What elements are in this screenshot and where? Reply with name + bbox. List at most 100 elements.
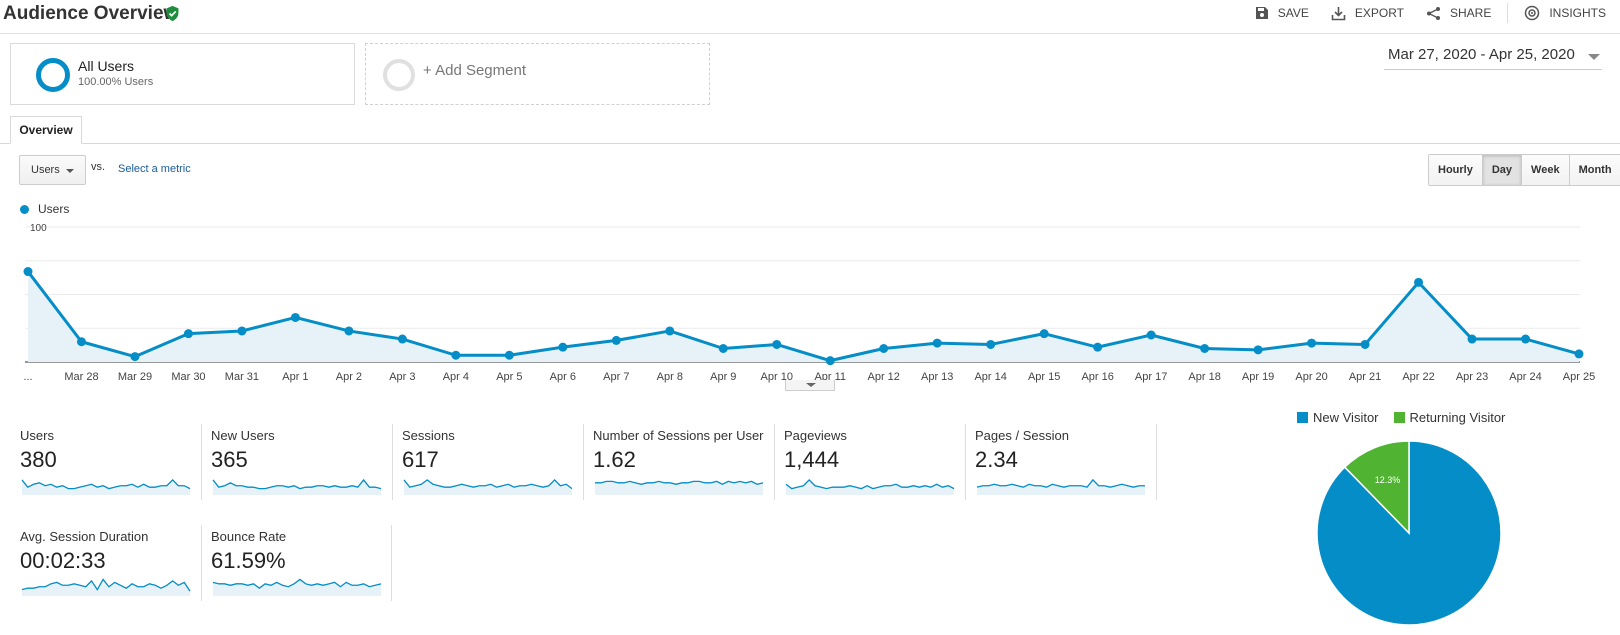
x-tick-label: Apr 25	[1563, 371, 1595, 383]
data-point[interactable]	[183, 329, 193, 339]
metric-label: Users	[20, 428, 54, 443]
sparkline-area	[404, 479, 572, 495]
metric-tile[interactable]: Pageviews 1,444	[784, 428, 975, 504]
x-tick-label: Apr 21	[1349, 371, 1381, 383]
data-point[interactable]	[130, 352, 140, 362]
returning-visitor-legend-label: Returning Visitor	[1409, 410, 1506, 425]
date-range-text: Mar 27, 2020 - Apr 25, 2020	[1388, 46, 1575, 63]
x-tick-label: Mar 30	[171, 371, 205, 383]
share-icon	[1426, 6, 1440, 20]
x-tick-label: Apr 5	[496, 371, 522, 383]
data-point[interactable]	[1467, 334, 1477, 344]
x-tick-label: Apr 6	[550, 371, 576, 383]
tab-divider	[0, 143, 1620, 144]
data-point[interactable]	[611, 335, 621, 345]
metric-tile[interactable]: Bounce Rate 61.59%	[211, 529, 402, 605]
export-button[interactable]: EXPORT	[1331, 6, 1404, 21]
sparkline-area	[22, 579, 190, 596]
metric-sparkline	[21, 578, 191, 596]
day-button[interactable]: Day	[1482, 155, 1523, 185]
legend-item-new-visitor[interactable]: New Visitor	[1297, 410, 1379, 425]
metric-tile[interactable]: Users 380	[20, 428, 211, 504]
metric-tile[interactable]: Sessions 617	[402, 428, 593, 504]
metric-label: Bounce Rate	[211, 529, 287, 544]
metric-divider	[583, 424, 584, 500]
data-point[interactable]	[290, 312, 300, 322]
chevron-down-icon	[1588, 54, 1600, 60]
data-point[interactable]	[718, 344, 728, 353]
data-point[interactable]	[1360, 339, 1370, 349]
data-point[interactable]	[825, 356, 835, 366]
metric-label: Number of Sessions per User	[593, 428, 764, 443]
legend-swatch	[20, 205, 29, 214]
metric-sparkline	[595, 480, 764, 495]
date-range-picker[interactable]: Mar 27, 2020 - Apr 25, 2020	[1384, 44, 1602, 70]
series-area	[28, 271, 1579, 362]
tab-overview[interactable]: Overview	[10, 116, 82, 144]
new-visitor-legend-label: New Visitor	[1313, 410, 1379, 425]
metric-divider	[965, 424, 966, 500]
sparkline-area	[977, 479, 1145, 495]
metric-value: 2.34	[975, 447, 1018, 472]
data-point[interactable]	[1253, 345, 1263, 355]
x-tick-label: Apr 17	[1135, 371, 1167, 383]
data-point[interactable]	[1146, 330, 1156, 340]
data-point[interactable]	[1200, 344, 1210, 353]
data-point[interactable]	[879, 344, 889, 353]
metric-value: 380	[20, 447, 57, 472]
data-point[interactable]	[772, 339, 782, 349]
metric-tile[interactable]: Pages / Session 2.34	[975, 428, 1166, 504]
metric-tile[interactable]: Avg. Session Duration 00:02:33	[20, 529, 211, 605]
top-bar: Audience Overview SAVE EXPORT SHARE INSI…	[0, 0, 1620, 34]
chart-collapse-handle[interactable]	[785, 380, 835, 391]
share-label: SHARE	[1449, 6, 1492, 20]
data-point[interactable]	[1574, 349, 1584, 359]
save-icon	[1255, 7, 1268, 19]
x-tick-label: Mar 29	[118, 371, 152, 383]
x-tick-label: Apr 23	[1456, 371, 1488, 383]
x-tick-label: Apr 3	[389, 371, 415, 383]
series-line-users	[26, 270, 1580, 363]
data-point[interactable]	[23, 267, 33, 277]
report-actions: SAVE EXPORT SHARE INSIGHTS	[1233, 0, 1606, 26]
data-point[interactable]	[237, 326, 247, 336]
pie-slice-returning-visitor[interactable]	[1343, 440, 1410, 535]
segment-all-users[interactable]: All Users 100.00% Users	[10, 43, 355, 105]
data-point[interactable]	[504, 350, 514, 360]
data-point[interactable]	[558, 342, 568, 352]
data-point[interactable]	[397, 334, 407, 344]
select-metric-link[interactable]: Select a metric	[118, 163, 191, 175]
data-point[interactable]	[665, 326, 675, 336]
data-point[interactable]	[1307, 338, 1317, 348]
action-divider	[1507, 3, 1509, 23]
segment-percentage: 100.00% Users	[78, 76, 154, 88]
sparkline-line	[21, 478, 191, 490]
week-button[interactable]: Week	[1522, 155, 1570, 185]
add-segment-button[interactable]: + Add Segment	[365, 43, 710, 105]
data-point[interactable]	[1039, 329, 1049, 339]
data-point[interactable]	[76, 337, 86, 347]
x-tick-label: Apr 1	[282, 371, 308, 383]
visitor-pie-chart[interactable]: 87.7%12.3%	[1316, 440, 1502, 626]
x-tick-label: Apr 20	[1295, 371, 1327, 383]
hourly-button[interactable]: Hourly	[1429, 155, 1483, 185]
metric-tile[interactable]: Number of Sessions per User 1.62	[593, 428, 784, 504]
metric-label: Sessions	[402, 428, 455, 443]
data-point[interactable]	[451, 350, 461, 360]
data-point[interactable]	[1093, 342, 1103, 352]
insights-button[interactable]: INSIGHTS	[1524, 5, 1606, 21]
data-point[interactable]	[1414, 277, 1424, 287]
data-point[interactable]	[344, 326, 354, 336]
legend-item-returning-visitor[interactable]: Returning Visitor	[1393, 410, 1506, 425]
save-button[interactable]: SAVE	[1255, 6, 1309, 20]
metric-tile[interactable]: New Users 365	[211, 428, 402, 504]
x-tick-label: Apr 16	[1081, 371, 1113, 383]
share-button[interactable]: SHARE	[1426, 6, 1491, 21]
data-point[interactable]	[986, 339, 996, 349]
metric-dropdown[interactable]: Users	[19, 155, 86, 185]
data-point[interactable]	[932, 338, 942, 348]
data-point[interactable]	[1521, 334, 1531, 344]
metric-value: 1.62	[593, 447, 636, 472]
month-button[interactable]: Month	[1569, 155, 1620, 185]
